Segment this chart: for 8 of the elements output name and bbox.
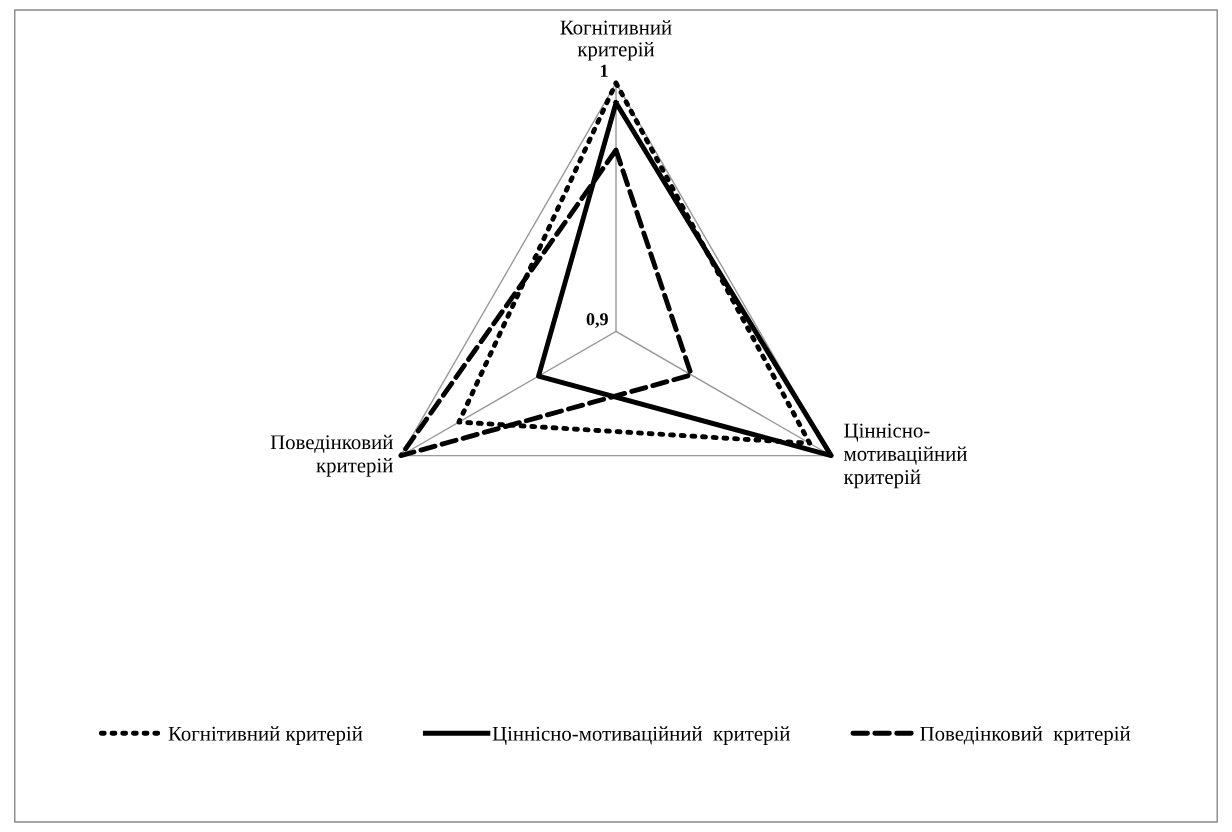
legend-label: Поведінковий критерій <box>920 726 1131 745</box>
y-tick-label: 0,9 <box>586 313 608 328</box>
y-tick-label: 1 <box>600 64 608 77</box>
spoke-label: Ціннісно- мотиваційний критерій <box>843 423 967 489</box>
spoke-label: Когнітивний критерій <box>560 20 672 61</box>
spoke-label: Поведінковий критерій <box>270 434 393 477</box>
legend-label: Когнітивний критерій <box>168 726 363 745</box>
legend-label: Ціннісно-мотиваційний критерій <box>492 726 790 745</box>
